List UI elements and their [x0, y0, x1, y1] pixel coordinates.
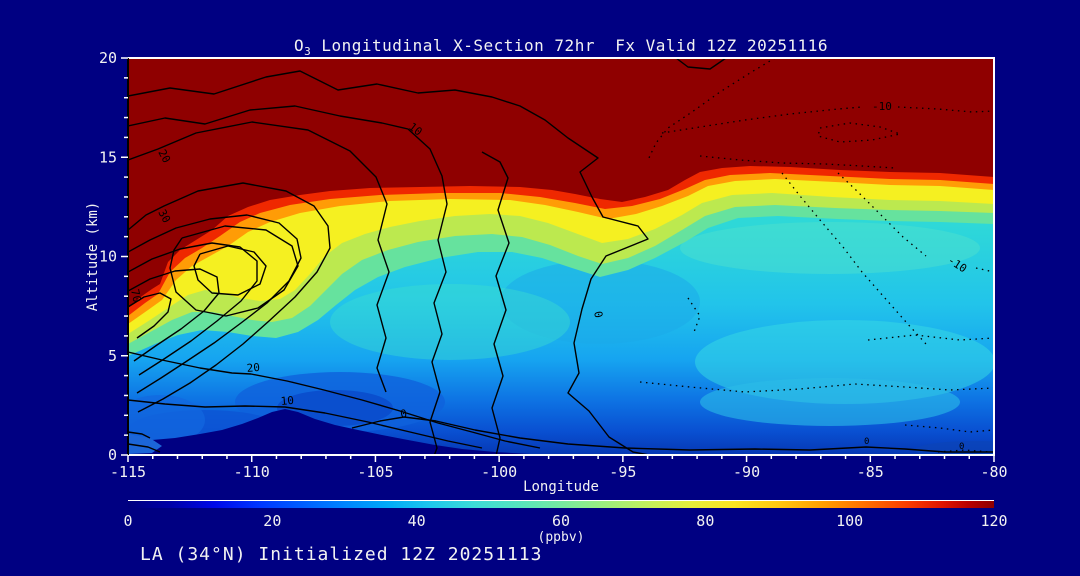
- chart-title-rest: Longitudinal X-Section 72hr Fx Valid 12Z…: [311, 36, 829, 55]
- chart-title-species: O: [293, 36, 305, 55]
- x-tick-label: -80: [980, 463, 1007, 481]
- contour-label: 20: [246, 361, 260, 375]
- contour-label: 30: [155, 207, 173, 225]
- colorbar-tick-label: 120: [980, 512, 1008, 530]
- solid-contour-lines: [128, 58, 994, 455]
- fill-pocket: [700, 378, 960, 426]
- colorbar-tick-label: 20: [263, 512, 282, 530]
- y-tick-label: 15: [99, 148, 117, 166]
- x-tick-label: -85: [857, 463, 884, 481]
- y-tick-label: 20: [99, 49, 117, 67]
- colorbar-units-label: (ppbv): [537, 530, 585, 545]
- contour-label: 10: [406, 120, 424, 138]
- contour-label: -10: [872, 100, 892, 113]
- colorbar: [128, 500, 994, 508]
- contour-label: 10: [280, 394, 294, 408]
- y-tick-label: 0: [108, 446, 117, 464]
- y-axis-title: Altitude (km): [85, 202, 101, 312]
- axis-ticks: [121, 57, 995, 462]
- x-tick-label: -105: [357, 463, 393, 481]
- colorbar-tick-label: 0: [123, 512, 133, 530]
- chart-title-subscript: 3: [304, 45, 312, 59]
- contour-label: 0: [864, 437, 869, 447]
- colorbar-tick-label: 100: [836, 512, 864, 530]
- fill-pocket: [330, 284, 570, 360]
- colorbar-tick-label: 60: [551, 512, 571, 530]
- colorbar-tick-label: 80: [696, 512, 715, 530]
- x-tick-label: -115: [110, 463, 146, 481]
- dotted-contour-lines: [639, 58, 994, 453]
- chart-title: O3 Longitudinal X-Section 72hr Fx Valid …: [128, 36, 994, 58]
- x-tick-label: -95: [609, 463, 636, 481]
- x-tick-label: -100: [481, 463, 517, 481]
- contour-label: 20: [155, 147, 173, 165]
- y-tick-label: 5: [108, 347, 117, 365]
- x-tick-label: -90: [733, 463, 760, 481]
- contour-label: 0: [399, 407, 408, 421]
- fill-pocket: [915, 441, 994, 455]
- axis-tick-labels: -115 -110 -105 -100 -95 -90 -85 -8005101520Long…: [85, 49, 1008, 495]
- terrain-silhouette: [128, 409, 565, 455]
- fill-pocket: [500, 260, 700, 344]
- contour-label: 70: [128, 288, 143, 304]
- contour-label: 0: [591, 310, 605, 319]
- contour-label: 0: [959, 442, 964, 452]
- fill-band: [128, 58, 994, 308]
- x-axis-title: Longitude: [523, 479, 599, 495]
- y-tick-label: 10: [99, 248, 117, 266]
- x-tick-label: -110: [234, 463, 270, 481]
- init-info-label: LA (34°N) Initialized 12Z 20251113: [140, 544, 543, 565]
- fill-pocket: [680, 222, 980, 274]
- plot-area: [128, 58, 994, 455]
- colorbar-tick-label: 40: [407, 512, 426, 530]
